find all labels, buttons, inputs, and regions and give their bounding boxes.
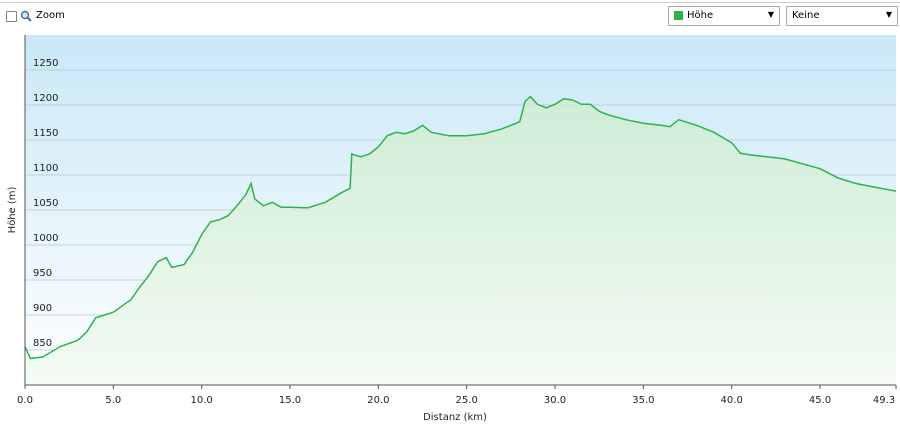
x-tick-label: 49.3	[873, 395, 895, 406]
toolbar: Zoom Höhe ▼ Keine ▼	[0, 4, 900, 28]
x-tick-label: 35.0	[632, 395, 654, 406]
y-tick-label: 1000	[33, 233, 58, 244]
y-tick-label: 1250	[33, 58, 58, 69]
y-axis-label: Höhe (m)	[7, 186, 18, 233]
chart: Höhe (m) Distanz (km) 850 900 950 1000 1050 1…	[7, 35, 897, 423]
y-tick-label: 1050	[33, 198, 58, 209]
x-tick-label: 25.0	[456, 395, 478, 406]
y-tick-label: 900	[33, 303, 52, 314]
y-tick-label: 850	[33, 338, 52, 349]
second-dropdown[interactable]: Keine ▼	[786, 6, 898, 26]
series-select-text: Höhe	[687, 10, 714, 21]
y-tick-label: 1100	[33, 163, 58, 174]
series-dropdown[interactable]: Höhe ▼	[668, 6, 780, 26]
y-tick-label: 950	[33, 268, 52, 279]
dropdown-arrow: ▼	[885, 10, 892, 19]
x-tick-label: 10.0	[191, 395, 213, 406]
second-select-text: Keine	[792, 10, 820, 21]
x-tick-label: 20.0	[367, 395, 389, 406]
y-tick-label: 1150	[33, 128, 58, 139]
top-tabs	[0, 0, 900, 3]
area-fill	[25, 96, 896, 385]
x-tick-label: 30.0	[544, 395, 566, 406]
dropdown-arrow: ▼	[767, 10, 774, 19]
x-tick-label: 15.0	[279, 395, 301, 406]
x-tick-label: 5.0	[105, 395, 121, 406]
x-tick-label: 40.0	[721, 395, 743, 406]
zoom-icon	[20, 10, 32, 22]
x-tick-label: 45.0	[809, 395, 831, 406]
zoom-label[interactable]: Zoom	[36, 10, 65, 21]
x-axis-label: Distanz (km)	[423, 412, 487, 423]
x-tick-label: 0.0	[17, 395, 33, 406]
series-swatch	[674, 11, 683, 20]
elevation-line	[24, 95, 897, 360]
y-tick-label: 1200	[33, 93, 58, 104]
zoom-checkbox[interactable]	[6, 11, 17, 22]
